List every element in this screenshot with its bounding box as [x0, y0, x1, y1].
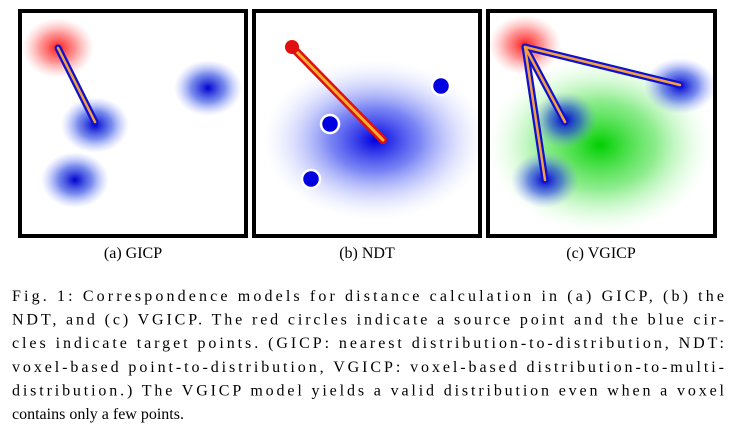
caption-line: Fig. 1: Correspondence models for distan… [12, 288, 724, 305]
caption-line: cles indicate target points. (GICP: near… [12, 335, 724, 352]
panel-frame [486, 9, 717, 238]
target-distribution [174, 60, 242, 116]
correspondence-core [56, 46, 97, 124]
target-distribution [41, 152, 109, 208]
caption-line: distribution.) The VGICP model yields a … [12, 382, 725, 399]
correspondence-core [523, 45, 547, 182]
panel-caption: (b) NDT [339, 245, 395, 262]
correspondence-core [290, 45, 385, 142]
panel-frame [252, 9, 482, 238]
panel-b: (b) NDT [252, 9, 487, 262]
caption-line: NDT, and (c) VGICP. The red circles indi… [12, 312, 724, 329]
caption-line: contains only a few points. [12, 406, 184, 423]
target-point [430, 75, 452, 97]
panel-a: (a) GICP [18, 9, 248, 262]
target-point [300, 168, 322, 190]
target-distribution [263, 60, 487, 220]
panel-caption: (a) GICP [104, 245, 162, 262]
correspondences [521, 43, 684, 184]
panel-caption: (c) VGICP [566, 245, 636, 262]
panel-c: (c) VGICP [486, 9, 717, 262]
target-point [319, 113, 341, 135]
source-point [285, 40, 299, 54]
caption-line: voxel-based point-to-distribution, VGICP… [12, 359, 724, 376]
correspondence-core [523, 45, 682, 87]
panel-frame [18, 9, 248, 238]
figure-caption: Fig. 1: Correspondence models for distan… [12, 288, 725, 423]
correspondence-core [523, 45, 567, 124]
